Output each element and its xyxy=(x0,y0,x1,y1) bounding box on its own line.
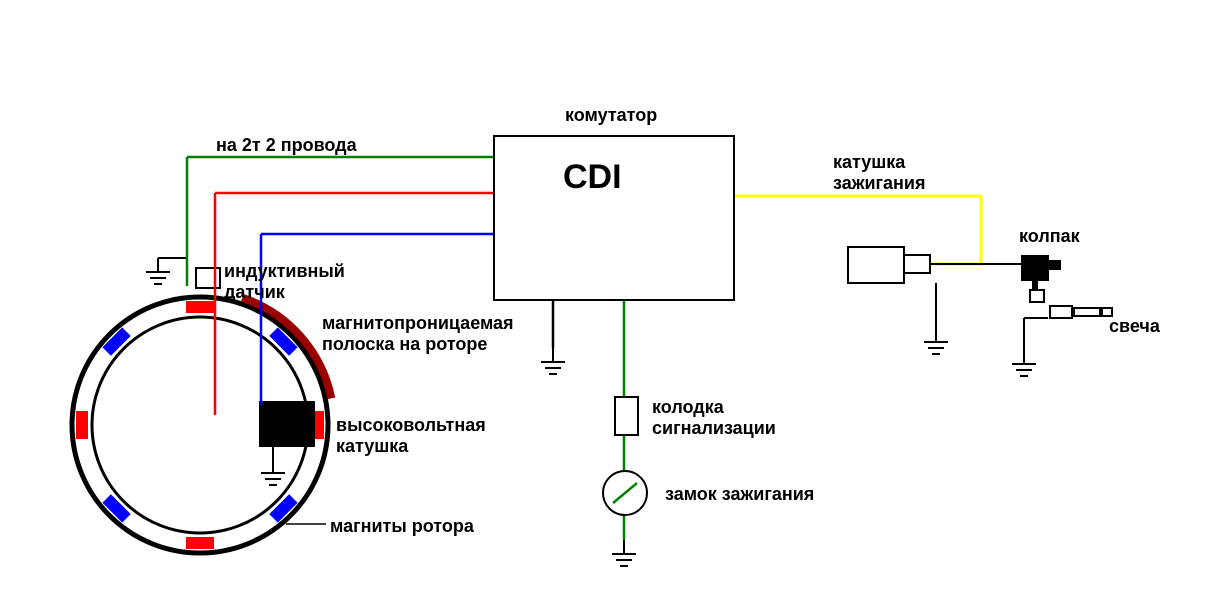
spark-label: свеча xyxy=(1109,316,1160,337)
ignition-coil-label: катушка зажигания xyxy=(833,152,926,193)
ignition-coil-line1: катушка xyxy=(833,152,905,172)
diagram-stage: CDI комутатор на 2т 2 провода индуктивны… xyxy=(0,0,1211,590)
alarm-label-line1: колодка xyxy=(652,397,724,417)
strip-label-line2: полоска на роторе xyxy=(322,334,487,354)
strip-label: магнитопроницаемая полоска на роторе xyxy=(322,313,514,354)
sensor-label-line2: датчик xyxy=(224,282,285,302)
cdi-text: CDI xyxy=(563,158,622,197)
sensor-label: индуктивный датчик xyxy=(224,261,345,302)
strip-label-line1: магнитопроницаемая xyxy=(322,313,514,333)
hvcoil-label-line1: высоковольтная xyxy=(336,415,486,435)
hvcoil-label: высоковольтная катушка xyxy=(336,415,486,456)
sensor-label-line1: индуктивный xyxy=(224,261,345,281)
ignition-coil-line2: зажигания xyxy=(833,173,926,193)
top-wires-note: на 2т 2 провода xyxy=(216,135,357,156)
magnets-label: магниты ротора xyxy=(330,516,474,537)
ignition-lock-label: замок зажигания xyxy=(665,484,814,505)
hvcoil-label-line2: катушка xyxy=(336,436,408,456)
alarm-label-line2: сигнализации xyxy=(652,418,776,438)
commutator-label: комутатор xyxy=(565,105,657,126)
alarm-label: колодка сигнализации xyxy=(652,397,776,438)
cap-label: колпак xyxy=(1019,226,1080,247)
